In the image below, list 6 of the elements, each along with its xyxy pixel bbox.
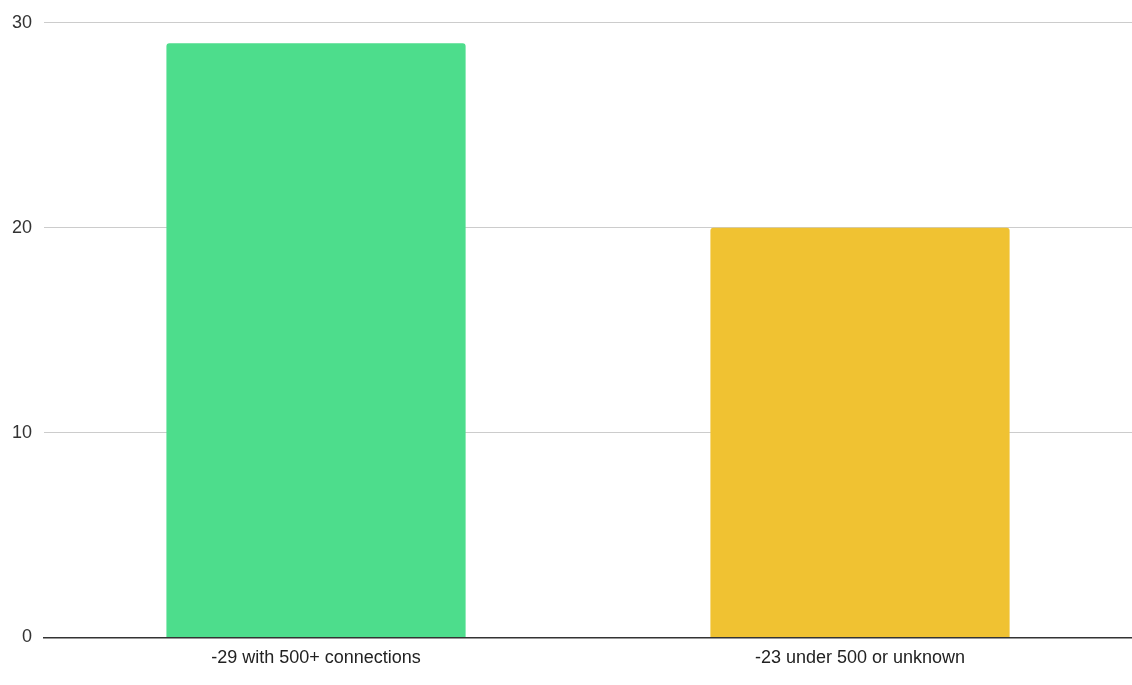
y-tick-label: 10 <box>11 421 33 442</box>
y-tick-label: 30 <box>11 11 33 32</box>
x-tick-label: -29 with 500+ connections <box>211 647 421 668</box>
x-tick-label: -23 under 500 or unknown <box>754 647 966 668</box>
y-tick-label: 0 <box>22 626 33 647</box>
y-tick-label: 20 <box>11 216 33 237</box>
